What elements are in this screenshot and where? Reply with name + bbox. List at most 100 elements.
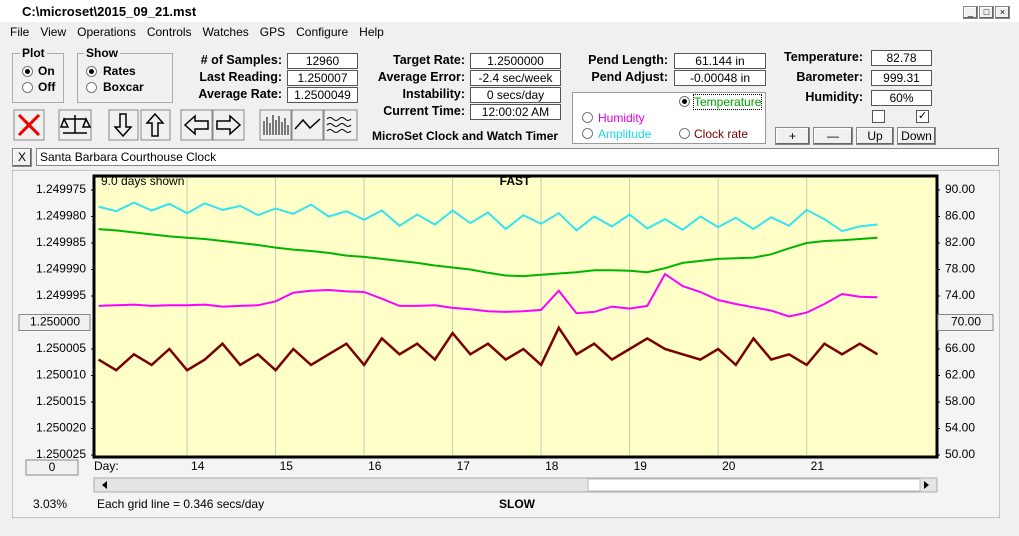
y-tick-label: 1.250025 [36,447,86,461]
radio-label: Boxcar [103,80,144,94]
x-tick-label: 14 [191,459,205,473]
days-shown: 9.0 days shown [101,174,184,188]
left-button[interactable] [180,109,213,141]
field-value: 12:00:02 AM [470,104,561,120]
field-value: 61.144 in [674,53,766,69]
down-button[interactable] [108,109,139,141]
y2-tick-label: 86.00 [945,209,975,223]
legend-entry[interactable]: Humidity [598,111,645,125]
legend-entry[interactable]: Clock rate [694,127,749,141]
plot-group [12,53,64,103]
offset-value: 0 [49,460,56,474]
field-value: 82.78 [871,50,932,66]
y2-tick-label: 62.00 [945,368,975,382]
menu-item[interactable]: Help [359,25,384,39]
x-tick-label: 15 [280,459,294,473]
y2-tick-label: 66.00 [945,341,975,355]
x-axis-label: Day: [94,459,119,473]
button[interactable]: Down [897,127,936,145]
field-value: 1.2500049 [287,87,358,103]
window-title: C:\microset\2015_09_21.mst [22,4,197,19]
y2-tick-label: 90.00 [945,182,975,196]
noise-button[interactable] [323,109,358,141]
field-value: 0 secs/day [470,87,561,103]
menu-item[interactable]: GPS [259,25,286,39]
radio[interactable] [22,66,33,77]
title-bar [0,0,1019,22]
field-value: 1.250007 [287,70,358,86]
tick-button [18,314,91,331]
series-line [98,201,878,233]
legend-entry[interactable]: Amplitude [598,127,652,141]
menu-item[interactable]: Operations [77,25,136,39]
field-label: Target Rate: [392,53,465,67]
minimize[interactable]: _ [963,6,978,19]
field-label: Current Time: [383,104,465,118]
radio[interactable] [582,112,593,123]
field-label: Last Reading: [199,70,282,84]
field-label: Instability: [402,87,465,101]
up-button[interactable] [140,109,171,141]
menu-item[interactable]: Configure [296,25,349,39]
radio[interactable] [582,128,593,139]
menu-item[interactable]: Watches [202,25,249,39]
radio[interactable] [86,82,97,93]
y-tick-label: 1.250020 [36,421,86,435]
balance-button[interactable] [58,109,92,141]
button[interactable]: + [775,127,810,145]
radio[interactable] [22,82,33,93]
series-line [98,272,878,318]
y2-tick-label: 82.00 [945,235,975,249]
group-title: Show [84,46,120,60]
y-tick-label: 1.250005 [36,341,86,355]
field-value: -0.00048 in [674,70,766,86]
menu-item[interactable]: View [40,25,67,39]
field-label: # of Samples: [200,53,282,67]
menu-item[interactable]: File [10,25,30,39]
scroll-thumb[interactable] [587,478,921,492]
checkbox[interactable]: ✓ [916,110,929,123]
x-tick-label: 20 [722,459,736,473]
clock-name[interactable]: Santa Barbara Courthouse Clock [36,148,999,166]
radio-label: On [38,64,55,78]
fast-label: FAST [500,174,531,188]
x-tick-label: 19 [634,459,648,473]
bars-button[interactable] [259,109,292,141]
y-tick-label: 1.250010 [36,368,86,382]
toolbar [13,109,358,141]
tick-button [937,314,994,331]
right-button[interactable] [212,109,245,141]
series-line [97,325,879,372]
delete-button[interactable] [13,109,45,141]
radio[interactable] [679,96,690,107]
radio[interactable] [86,66,97,77]
maximize[interactable]: □ [979,6,994,19]
radio[interactable] [679,128,690,139]
field-label: Barometer: [796,70,863,84]
chart: 9.0 days shown FAST Day: 0 3.03% Each gr… [12,170,1000,518]
radio-label: Rates [103,64,136,78]
x-tick-label: 21 [811,459,825,473]
button[interactable]: Up [856,127,894,145]
y-tick-label: 1.250015 [36,394,86,408]
y2-tick-label: 78.00 [945,262,975,276]
radio-label: Off [38,80,56,94]
close-clock-button[interactable]: X [12,148,32,167]
y2-tick-label: 70.00 [951,315,981,329]
show-group [77,53,173,103]
field-value: 60% [871,90,932,106]
checkbox[interactable] [872,110,885,123]
menu-item[interactable]: Controls [146,25,192,39]
y-tick-label: 1.249995 [36,288,86,302]
wave-button[interactable] [291,109,324,141]
x-tick-label: 16 [368,459,382,473]
close[interactable]: × [995,6,1010,19]
field-value: -2.4 sec/week [470,70,561,86]
field-value: 12960 [287,53,358,69]
legend-entry[interactable]: Temperature [692,94,763,110]
offset-button[interactable] [25,459,79,476]
button[interactable]: — [813,127,853,145]
field-label: Pend Length: [588,53,668,67]
field-label: Average Rate: [198,87,282,101]
